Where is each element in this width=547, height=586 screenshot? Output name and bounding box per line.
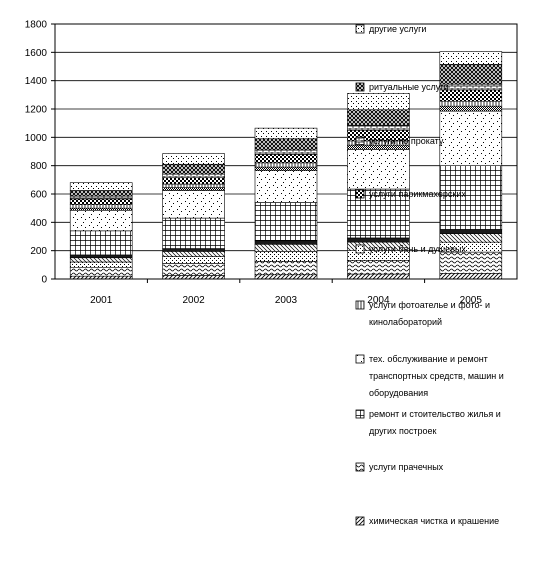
legend: другие услуги ритуальные услуги услуги по … xyxy=(355,24,504,526)
y-tick-label: 1800 xyxy=(25,20,48,31)
y-tick-label: 200 xyxy=(30,246,47,257)
bar-segment xyxy=(347,93,410,111)
bar-segment xyxy=(69,261,133,268)
legend-label: тех. обслуживание и ремонт транспортных с… xyxy=(369,354,504,398)
bar-segment xyxy=(162,163,225,175)
bar-segment xyxy=(439,51,503,65)
bar-segment xyxy=(69,257,133,263)
x-tick-label: 2001 xyxy=(90,295,113,306)
bar-segment xyxy=(254,127,318,140)
y-tick-label: 1400 xyxy=(25,76,48,87)
bar-segment xyxy=(347,109,410,126)
bar-segment xyxy=(162,177,225,185)
bar-segment xyxy=(162,256,225,264)
y-tick-label: 1600 xyxy=(25,48,48,59)
bar-segment xyxy=(162,263,225,276)
legend-swatch xyxy=(355,462,365,472)
bar-segment xyxy=(254,154,318,164)
bar-segment xyxy=(439,64,503,85)
legend-label: другие услуги xyxy=(369,24,426,34)
bar-segment xyxy=(439,89,503,102)
bar-segment xyxy=(254,170,318,203)
legend-swatch xyxy=(355,300,365,310)
bar-segment xyxy=(347,124,410,131)
bar-segment xyxy=(162,173,225,179)
bar-segment xyxy=(69,198,133,205)
x-tick-label: 2003 xyxy=(275,295,298,306)
y-tick-label: 0 xyxy=(41,275,47,286)
bar-segment xyxy=(162,251,225,257)
bar-segment xyxy=(254,243,318,252)
bar-segment xyxy=(439,229,503,234)
legend-label: химическая чистка и крашение xyxy=(369,516,499,526)
bar-segment xyxy=(162,187,225,191)
bar-segment xyxy=(69,209,133,232)
legend-label: ритуальные услуги xyxy=(369,82,449,92)
bar-segment xyxy=(254,138,318,151)
y-tick-label: 1000 xyxy=(25,133,48,144)
bar-segment xyxy=(347,273,410,280)
bar-segment xyxy=(69,182,133,191)
bar-segment xyxy=(69,230,133,256)
bar-segment xyxy=(439,83,503,91)
bar-segment xyxy=(69,190,133,197)
bar-segment xyxy=(347,260,410,275)
bar-segment xyxy=(347,237,410,243)
bar-segment xyxy=(69,207,133,211)
legend-swatch xyxy=(355,516,365,526)
legend-label: услуги по прокату xyxy=(369,136,444,146)
bar-segment xyxy=(439,273,503,280)
legend-swatch xyxy=(355,354,365,364)
legend-swatch xyxy=(355,82,365,92)
bar-segment xyxy=(254,166,318,171)
axes: 0 200 400 600 800 1000 1200 1400 1600 1800 2001 200… xyxy=(25,20,518,306)
bar-segment xyxy=(162,248,225,252)
bar-segment xyxy=(254,162,318,168)
bar-segment xyxy=(439,100,503,107)
bar-segment xyxy=(162,153,225,165)
bar-segment xyxy=(439,251,503,274)
legend-label: услуги парикмахерских xyxy=(369,189,466,199)
bar-segment xyxy=(69,267,133,277)
bar-segment xyxy=(69,195,133,200)
plot-area-frame xyxy=(54,23,518,280)
y-tick-label: 1200 xyxy=(25,105,48,116)
bar-segment xyxy=(254,240,318,245)
bar-segment xyxy=(162,190,225,219)
bar-segment xyxy=(69,204,133,209)
bar-segment xyxy=(162,275,225,280)
bar-segment xyxy=(439,105,503,112)
bar-segment xyxy=(254,202,318,242)
bar-segment xyxy=(162,183,225,188)
legend-label: услуги бань и душевых xyxy=(369,244,466,254)
legend-swatch xyxy=(355,189,365,199)
y-tick-label: 400 xyxy=(30,218,47,229)
x-tick-label: 2005 xyxy=(460,295,483,306)
x-tick-label: 2004 xyxy=(367,295,390,306)
legend-swatch xyxy=(355,409,365,419)
bar-segment xyxy=(439,165,503,230)
legend-swatch xyxy=(355,136,365,146)
legend-label: услуги фотоательe и фото- и кинолаборатор… xyxy=(369,300,490,327)
bar-segment xyxy=(254,251,318,262)
bar-segment xyxy=(254,149,318,155)
bar-segment xyxy=(162,217,225,249)
legend-label: услуги прачечных xyxy=(369,462,444,472)
x-tick-label: 2002 xyxy=(182,295,205,306)
bar-segment xyxy=(439,233,503,243)
y-tick-label: 800 xyxy=(30,161,47,172)
legend-swatch xyxy=(355,24,365,34)
legend-label: ремонт и стоительство жилья и других пост… xyxy=(369,409,501,436)
bar-segment xyxy=(347,149,410,190)
legend-swatch xyxy=(355,244,365,254)
bars xyxy=(69,51,503,280)
bar-segment xyxy=(254,274,318,280)
y-tick-label: 600 xyxy=(30,190,47,201)
bar-segment xyxy=(254,260,318,276)
bar-segment xyxy=(69,254,133,259)
bar-segment xyxy=(439,110,503,166)
